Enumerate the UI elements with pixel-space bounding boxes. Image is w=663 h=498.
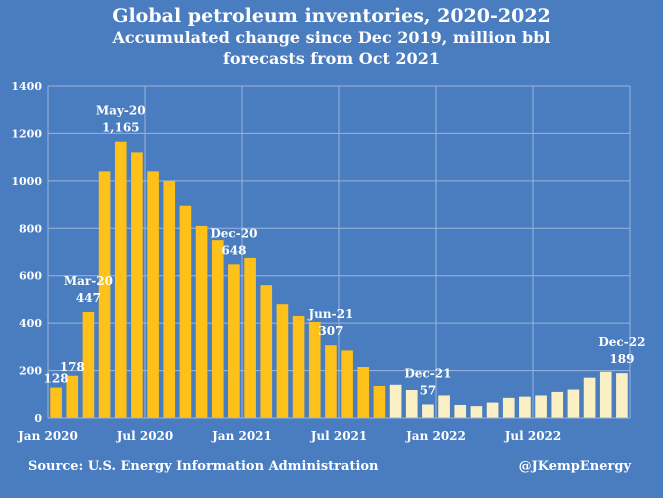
x-tick-label: Jan 2020 — [17, 429, 78, 443]
y-tick-label: 1400 — [11, 80, 42, 93]
chart-subtitle-2: forecasts from Oct 2021 — [223, 49, 440, 68]
actual-bar — [66, 375, 79, 418]
data-label-value: 447 — [76, 291, 101, 305]
actual-bar — [325, 345, 337, 418]
y-tick-label: 400 — [19, 317, 42, 330]
y-tick-label: 200 — [19, 365, 42, 378]
data-label-month: May-20 — [96, 104, 146, 118]
data-label-value: 1,165 — [102, 121, 140, 135]
actual-bar — [228, 264, 240, 418]
x-tick-label: Jul 2020 — [116, 429, 174, 443]
data-label-month: Dec-21 — [404, 366, 451, 380]
data-label-month: Dec-22 — [598, 335, 645, 349]
chart-subtitle-1: Accumulated change since Dec 2019, milli… — [112, 28, 551, 47]
forecast-bar — [616, 373, 628, 418]
data-label-value: 648 — [221, 243, 246, 257]
forecast-bar — [438, 395, 450, 418]
actual-bar — [195, 225, 208, 418]
actual-bar — [357, 367, 370, 418]
data-label-value: 128 — [44, 372, 69, 386]
actual-bar — [114, 141, 127, 418]
actual-bar — [211, 240, 224, 418]
y-tick-label: 600 — [19, 270, 42, 283]
forecast-bar — [405, 390, 418, 418]
actual-bar — [244, 257, 256, 418]
actual-bar — [276, 304, 289, 418]
x-tick-label: Jul 2021 — [310, 429, 368, 443]
source-note: Source: U.S. Energy Information Administ… — [28, 459, 379, 474]
actual-bar — [131, 152, 143, 418]
actual-bar — [260, 285, 273, 418]
data-label-value: 307 — [318, 324, 343, 338]
forecast-bar — [502, 397, 515, 418]
actual-bar — [50, 387, 62, 418]
actual-bar — [373, 385, 386, 418]
actual-bar — [308, 321, 321, 418]
forecast-bar — [389, 384, 402, 418]
forecast-bar — [583, 377, 596, 418]
y-tick-label: 1200 — [11, 127, 42, 140]
x-tick-label: Jan 2022 — [405, 429, 466, 443]
y-tick-label: 0 — [34, 412, 42, 425]
data-label-month: Mar-20 — [64, 274, 113, 288]
actual-bar — [98, 171, 111, 418]
data-label-month: Dec-20 — [210, 226, 257, 240]
data-label-value: 178 — [60, 360, 85, 374]
actual-bar — [179, 205, 192, 418]
y-tick-label: 1000 — [11, 175, 42, 188]
actual-bar — [163, 180, 176, 418]
data-label-value: 57 — [420, 383, 437, 397]
actual-bar — [292, 316, 305, 418]
forecast-bar — [486, 402, 499, 418]
forecast-bar — [422, 404, 434, 418]
x-tick-label: Jan 2021 — [211, 429, 272, 443]
forecast-bar — [470, 406, 483, 418]
forecast-bar — [535, 395, 547, 418]
actual-bar — [147, 171, 159, 418]
forecast-bar — [567, 389, 580, 418]
chart-title: Global petroleum inventories, 2020-2022 — [112, 5, 551, 27]
author-handle: @JKempEnergy — [518, 459, 631, 474]
x-tick-label: Jul 2022 — [504, 429, 562, 443]
chart-titles: Global petroleum inventories, 2020-2022 … — [0, 6, 663, 69]
forecast-bar — [551, 391, 564, 418]
data-label-month: Jun-21 — [308, 307, 354, 321]
forecast-bar — [454, 404, 467, 418]
forecast-bar — [519, 396, 531, 418]
y-tick-label: 800 — [19, 222, 42, 235]
data-label-value: 189 — [609, 352, 634, 366]
forecast-bar — [599, 371, 612, 418]
actual-bar — [341, 350, 353, 418]
actual-bar — [82, 311, 95, 418]
